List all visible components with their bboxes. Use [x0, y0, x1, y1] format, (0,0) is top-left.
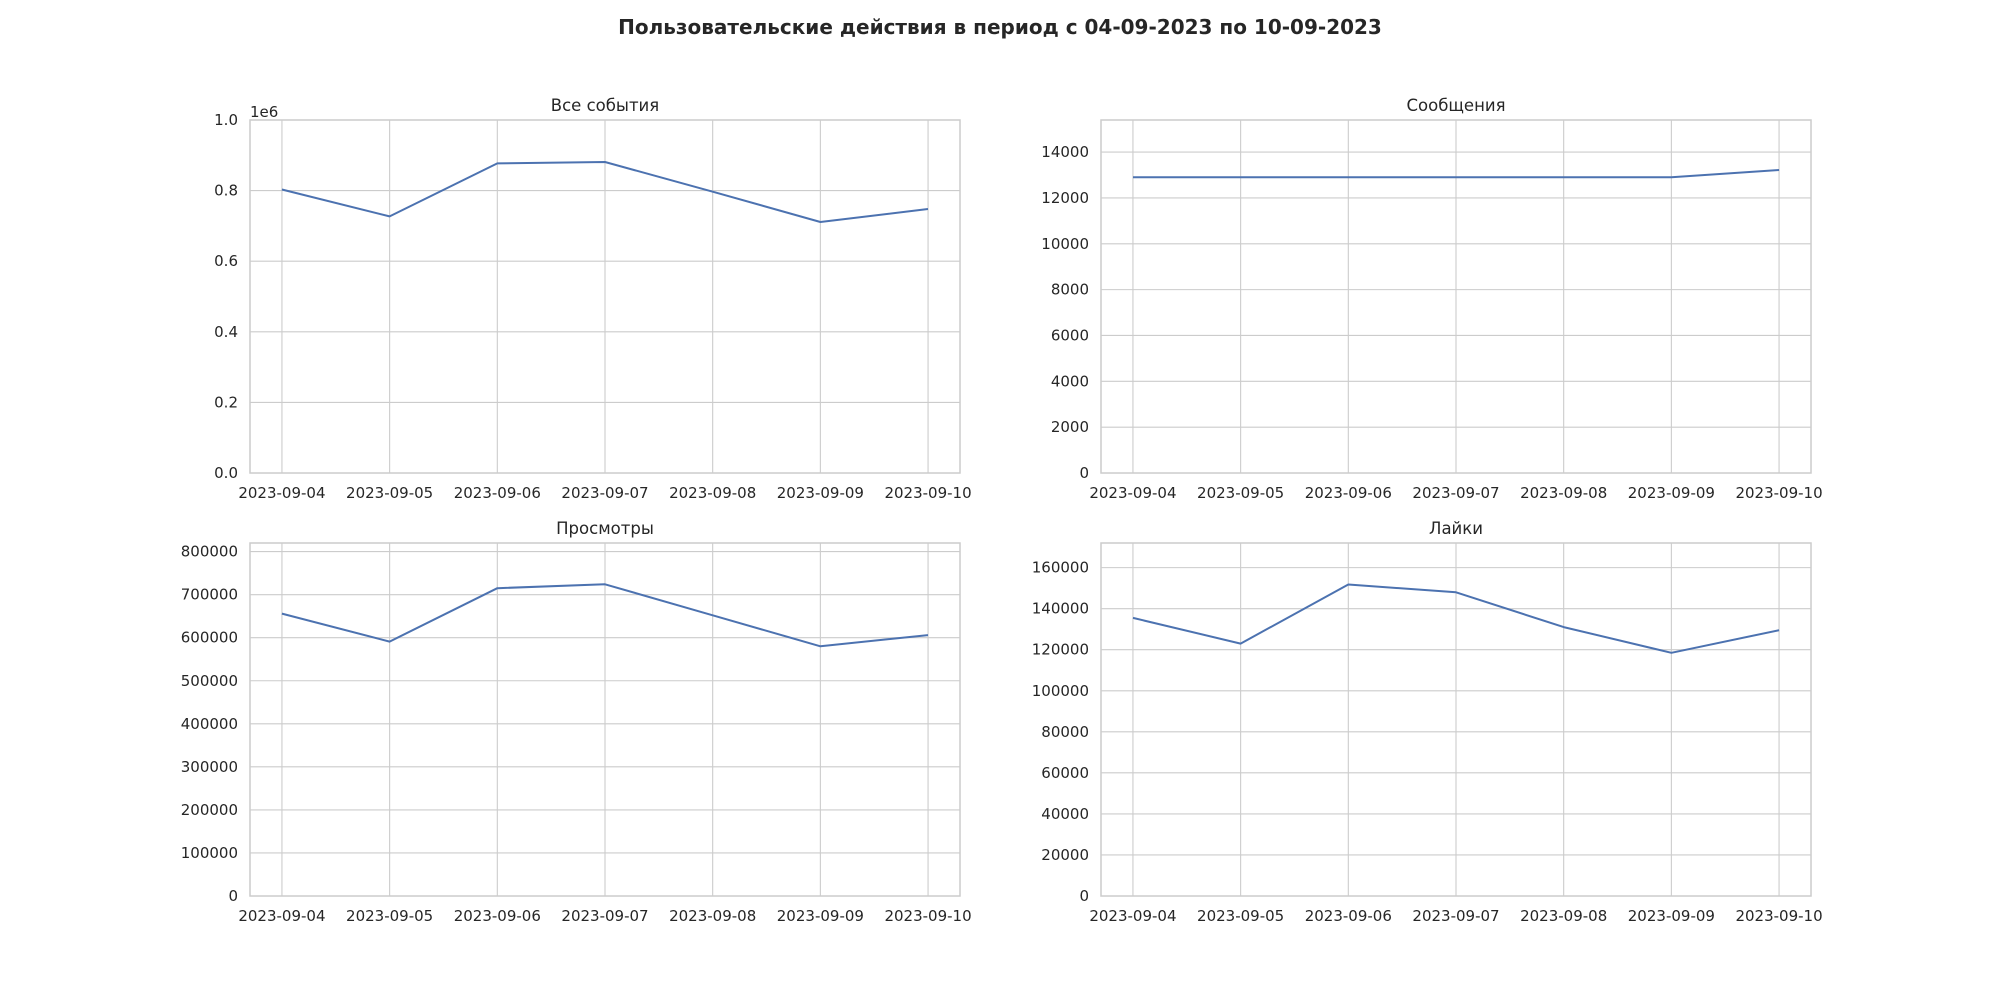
y-tick-label: 0.4	[214, 323, 238, 341]
x-tick-label: 2023-09-09	[1628, 484, 1715, 502]
chart-panel-2: 0 2000 4000 6000 8000 10000 12000 14000 2023-09-…	[1041, 96, 1822, 502]
y-tick-label: 400000	[181, 715, 238, 733]
x-tick-label: 2023-09-06	[1305, 907, 1392, 925]
x-tick-label: 2023-09-04	[238, 907, 325, 925]
y-tick-label: 0.2	[214, 393, 238, 411]
x-tick-label: 2023-09-06	[454, 484, 541, 502]
y-tick-label: 120000	[1032, 641, 1089, 659]
subplot-title: Лайки	[1429, 519, 1483, 538]
chart-panel-4: 0 20000 40000 60000 80000 100000 120000 140000 1…	[1032, 519, 1823, 925]
axes-frame	[249, 542, 961, 897]
y-tick-label: 0.8	[214, 182, 238, 200]
x-tick-label: 2023-09-10	[884, 907, 971, 925]
x-tick-label: 2023-09-06	[1305, 484, 1392, 502]
x-tick-label: 2023-09-05	[346, 484, 433, 502]
series-line	[1132, 583, 1780, 654]
axes-frame	[1100, 119, 1812, 474]
chart-panel-1: 0.0 0.2 0.4 0.6 0.8 1.0 2023-09-04 2023-09-05 20…	[214, 96, 972, 502]
x-tick-label: 2023-09-08	[1520, 484, 1607, 502]
y-tick-label: 800000	[181, 543, 238, 561]
figure-title: Пользовательские действия в период с 04-…	[618, 15, 1382, 39]
y-tick-label: 40000	[1041, 805, 1089, 823]
x-tick-label: 2023-09-05	[346, 907, 433, 925]
x-tick-label: 2023-09-10	[884, 484, 971, 502]
y-tick-label: 60000	[1041, 764, 1089, 782]
y-tick-label: 10000	[1041, 235, 1089, 253]
chart-panel-3: 0 100000 200000 300000 400000 500000 600000 700…	[181, 519, 972, 925]
x-tick-label: 2023-09-10	[1735, 907, 1822, 925]
subplot-title: Просмотры	[556, 519, 654, 538]
x-tick-label: 2023-09-05	[1197, 907, 1284, 925]
subplot-title: Все события	[551, 96, 659, 115]
x-tick-label: 2023-09-07	[1412, 907, 1499, 925]
series-line	[1133, 169, 1780, 179]
y-tick-label: 4000	[1051, 372, 1089, 390]
x-tick-label: 2023-09-05	[1197, 484, 1284, 502]
y-offset-label: 1e6	[250, 103, 278, 121]
y-tick-label: 500000	[181, 672, 238, 690]
x-tick-label: 2023-09-08	[1520, 907, 1607, 925]
y-tick-label: 1.0	[214, 111, 238, 129]
series-line	[281, 583, 929, 648]
y-tick-label: 0.0	[214, 464, 238, 482]
x-tick-label: 2023-09-09	[777, 907, 864, 925]
y-tick-label: 0	[1079, 887, 1089, 905]
x-tick-label: 2023-09-04	[1089, 907, 1176, 925]
subplot-title: Сообщения	[1406, 96, 1505, 115]
x-tick-label: 2023-09-08	[669, 484, 756, 502]
series-line	[281, 161, 929, 223]
y-tick-label: 20000	[1041, 846, 1089, 864]
x-tick-label: 2023-09-08	[669, 907, 756, 925]
y-tick-label: 0.6	[214, 252, 238, 270]
x-tick-label: 2023-09-06	[454, 907, 541, 925]
x-tick-label: 2023-09-04	[238, 484, 325, 502]
axes-frame	[249, 119, 961, 474]
y-tick-label: 0	[1079, 464, 1089, 482]
y-tick-label: 80000	[1041, 723, 1089, 741]
y-tick-label: 100000	[181, 844, 238, 862]
y-tick-label: 100000	[1032, 682, 1089, 700]
y-tick-label: 2000	[1051, 418, 1089, 436]
y-tick-label: 160000	[1032, 559, 1089, 577]
axes-frame	[1100, 542, 1812, 897]
x-tick-label: 2023-09-10	[1735, 484, 1822, 502]
y-tick-label: 6000	[1051, 326, 1089, 344]
x-tick-label: 2023-09-07	[561, 907, 648, 925]
y-tick-label: 8000	[1051, 281, 1089, 299]
y-tick-label: 700000	[181, 586, 238, 604]
x-tick-label: 2023-09-09	[777, 484, 864, 502]
y-tick-label: 300000	[181, 758, 238, 776]
x-tick-label: 2023-09-04	[1089, 484, 1176, 502]
x-tick-label: 2023-09-07	[1412, 484, 1499, 502]
y-tick-label: 12000	[1041, 189, 1089, 207]
y-tick-label: 140000	[1032, 600, 1089, 618]
y-tick-label: 14000	[1041, 143, 1089, 161]
y-tick-label: 600000	[181, 629, 238, 647]
y-tick-label: 200000	[181, 801, 238, 819]
x-tick-label: 2023-09-07	[561, 484, 648, 502]
y-tick-label: 0	[228, 887, 238, 905]
x-tick-label: 2023-09-09	[1628, 907, 1715, 925]
